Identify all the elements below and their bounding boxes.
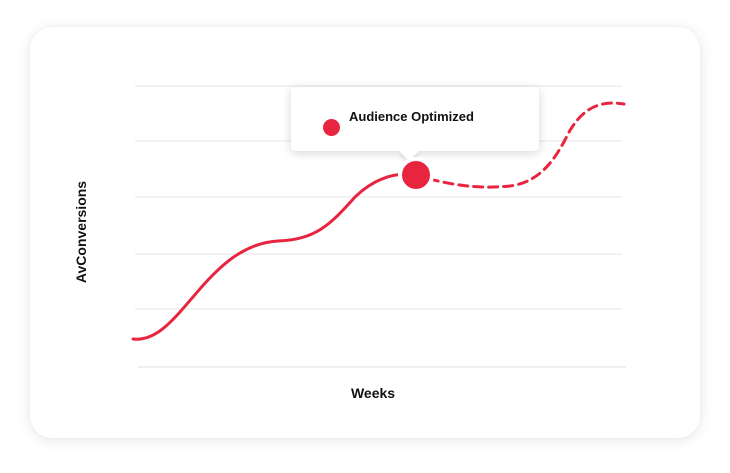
y-axis-label: AvConversions (73, 180, 89, 284)
tooltip-label: Audience Optimized (349, 109, 474, 124)
legend-dot-icon (323, 119, 340, 136)
series-line-projected (413, 101, 626, 189)
series-line-actual (131, 172, 417, 341)
x-axis-label: Weeks (350, 385, 396, 401)
tooltip-pointer-mask (393, 137, 427, 151)
